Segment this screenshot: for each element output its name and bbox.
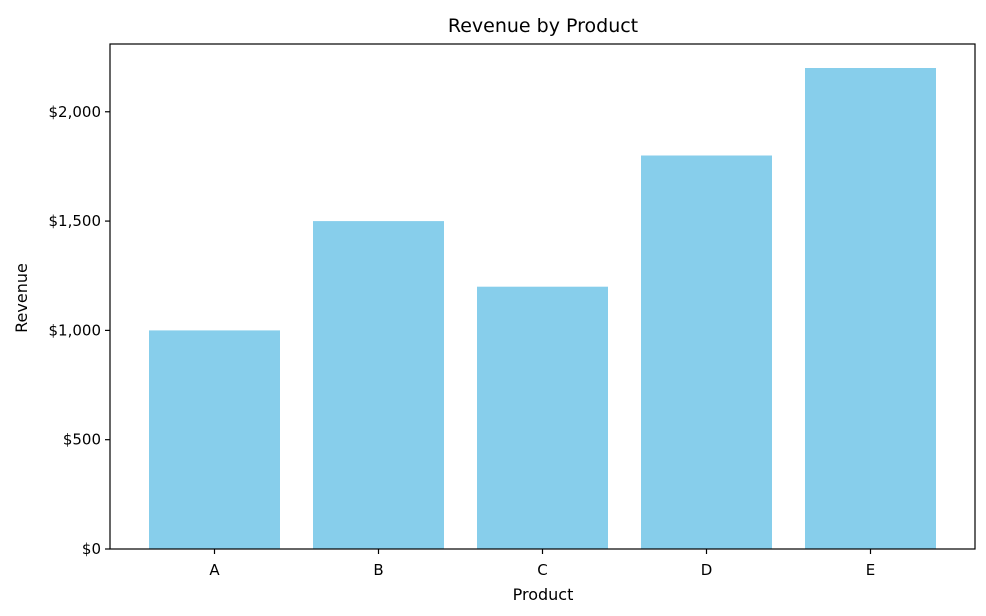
y-tick-label: $500	[63, 431, 101, 449]
chart-title: Revenue by Product	[448, 15, 638, 37]
x-tick-label: C	[537, 561, 547, 579]
bar-d	[641, 155, 772, 549]
bars-group	[149, 68, 936, 549]
x-axis-ticks: A B C D E	[209, 549, 875, 579]
y-tick-label: $0	[82, 540, 101, 558]
y-axis-ticks: $0 $500 $1,000 $1,500 $2,000	[49, 103, 110, 558]
x-tick-label: B	[373, 561, 383, 579]
y-axis-label: Revenue	[12, 263, 31, 333]
y-tick-label: $1,000	[49, 321, 102, 339]
bar-b	[313, 221, 444, 549]
x-tick-label: A	[209, 561, 220, 579]
x-tick-label: D	[701, 561, 713, 579]
y-tick-label: $2,000	[49, 103, 102, 121]
x-axis-label: Product	[513, 585, 574, 604]
plot-frame	[109, 43, 976, 550]
y-tick-label: $1,500	[49, 212, 102, 230]
bar-c	[477, 286, 608, 549]
x-tick-label: E	[866, 561, 875, 579]
bar-e	[805, 68, 936, 549]
bar-a	[149, 330, 280, 549]
